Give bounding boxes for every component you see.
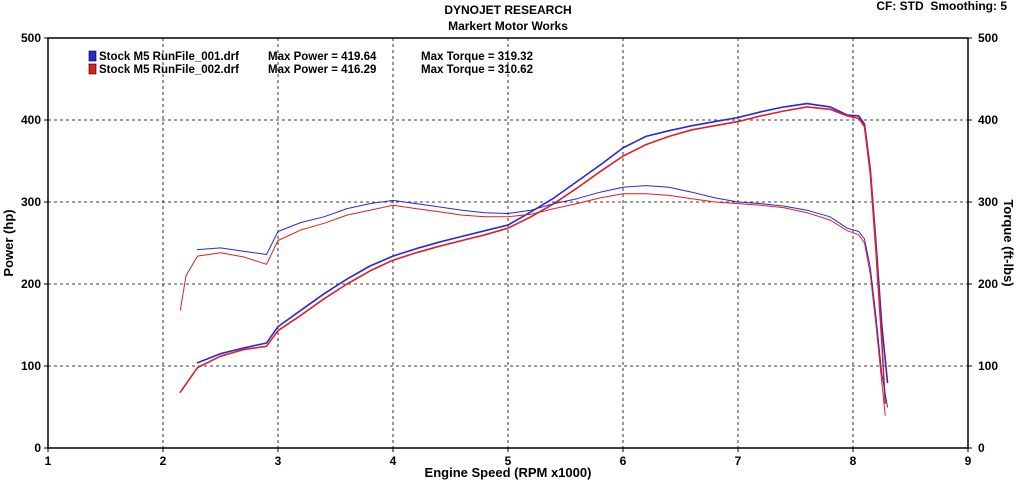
y-tick-label-right: 100 bbox=[978, 359, 998, 373]
y-tick-label-right: 0 bbox=[978, 441, 985, 455]
torque-curve-run-001 bbox=[197, 185, 888, 408]
y-tick-label-right: 400 bbox=[978, 113, 998, 127]
legend-swatch bbox=[88, 50, 97, 62]
y-axis-label-right: Torque (ft-lbs) bbox=[1001, 199, 1016, 286]
y-tick-label-right: 300 bbox=[978, 195, 998, 209]
y-tick-label-left: 0 bbox=[34, 441, 41, 455]
settings-readout: CF: STD Smoothing: 5 bbox=[876, 0, 1007, 13]
series-group bbox=[179, 102, 889, 416]
power-curve-run-001 bbox=[196, 102, 889, 384]
x-tick-label: 1 bbox=[45, 454, 52, 468]
legend-file-label: Stock M5 RunFile_001.drf bbox=[99, 51, 239, 63]
legend-file-label: Stock M5 RunFile_002.drf bbox=[99, 64, 239, 76]
grid bbox=[48, 38, 968, 448]
y-tick-label-left: 200 bbox=[21, 277, 41, 291]
legend-max-torque: Max Torque = 319.32 bbox=[421, 51, 533, 63]
legend-swatch bbox=[88, 63, 97, 75]
y-tick-label-left: 100 bbox=[21, 359, 41, 373]
y-tick-label-left: 400 bbox=[21, 113, 41, 127]
y-tick-label-right: 500 bbox=[978, 31, 998, 45]
x-tick-label: 8 bbox=[850, 454, 857, 468]
torque-curve-run-002 bbox=[179, 193, 886, 416]
y-tick-label-left: 300 bbox=[21, 195, 41, 209]
legend-max-power: Max Power = 419.64 bbox=[268, 51, 377, 63]
x-tick-label: 2 bbox=[160, 454, 167, 468]
y-tick-label-right: 200 bbox=[978, 277, 998, 291]
y-tick-label-left: 500 bbox=[21, 31, 41, 45]
x-tick-label: 5 bbox=[505, 454, 512, 468]
x-tick-label: 6 bbox=[620, 454, 627, 468]
chart-subtitle: Markert Motor Works bbox=[448, 19, 568, 33]
power-curve-run-002 bbox=[179, 106, 886, 404]
legend: Stock M5 RunFile_001.drf Max Power = 419.… bbox=[88, 50, 533, 76]
x-tick-label: 9 bbox=[965, 454, 972, 468]
chart-title: DYNOJET RESEARCH bbox=[444, 3, 571, 17]
y-axis-label-left: Power (hp) bbox=[1, 209, 16, 276]
x-tick-label: 4 bbox=[390, 454, 397, 468]
x-tick-label: 3 bbox=[275, 454, 282, 468]
x-tick-label: 7 bbox=[735, 454, 742, 468]
legend-max-torque: Max Torque = 310.62 bbox=[421, 64, 533, 76]
x-axis-label: Engine Speed (RPM x1000) bbox=[425, 465, 592, 480]
legend-max-power: Max Power = 416.29 bbox=[268, 64, 376, 76]
